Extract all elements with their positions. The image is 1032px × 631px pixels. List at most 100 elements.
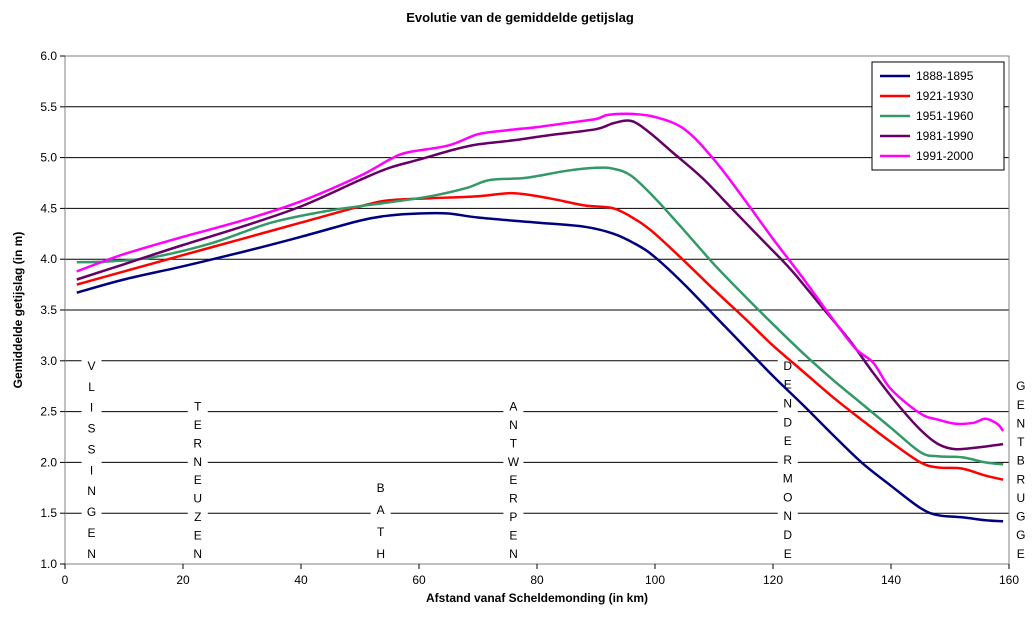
place-label-letter: O	[783, 490, 792, 504]
place-label-letter: B	[377, 481, 385, 495]
place-label-letter: E	[1017, 398, 1025, 412]
legend-label: 1991-2000	[916, 149, 974, 163]
place-label-letter: N	[193, 455, 202, 469]
series-line-1981-1990	[76, 119, 1004, 451]
place-label-letter: E	[784, 434, 792, 448]
place-label-letter: G	[1016, 379, 1025, 393]
legend-label: 1951-1960	[916, 109, 974, 123]
place-label-letter: T	[377, 525, 385, 539]
x-tick-label: 20	[176, 573, 190, 587]
place-label-letter: S	[88, 422, 96, 436]
place-label-letter: T	[1017, 435, 1025, 449]
place-label-letter: N	[1016, 416, 1025, 430]
x-tick-label: 80	[530, 573, 544, 587]
series-line-1921-1930	[76, 191, 1004, 481]
place-label-letter: E	[784, 378, 792, 392]
y-tick-label: 2.5	[40, 405, 57, 419]
legend-label: 1888-1895	[916, 69, 974, 83]
place-label-letter: E	[194, 528, 202, 542]
place-label-letter: E	[784, 547, 792, 561]
series-lines	[76, 112, 1005, 523]
place-label-letter: G	[1016, 528, 1025, 542]
place-label-letter: R	[783, 453, 792, 467]
series-line-1951-1960	[76, 166, 1004, 466]
place-label-letter: H	[376, 547, 385, 561]
y-tick-label: 4.0	[40, 252, 57, 266]
x-tick-label: 140	[881, 573, 901, 587]
x-axis-ticks: 0 20 40 60 80 100 120 140 160	[62, 564, 1019, 587]
place-label-letter: R	[193, 436, 202, 450]
place-label-background	[777, 353, 798, 558]
x-tick-label: 0	[62, 573, 69, 587]
place-label-letter: N	[509, 547, 518, 561]
place-label-letter: T	[194, 400, 202, 414]
series-line-1991-2000	[76, 112, 1005, 432]
legend: 1888-1895 1921-1930 1951-1960 1981-1990 1991…	[871, 61, 1005, 171]
y-axis-ticks: 1.0 1.5 2.0 2.5 3.0 3.5 4.0 4.5 5.0 5.5 6.0	[40, 49, 65, 571]
series-line-1888-1895	[76, 211, 1004, 523]
legend-label: 1981-1990	[916, 129, 974, 143]
place-label-letter: A	[509, 400, 517, 414]
place-label-letter: R	[509, 492, 518, 506]
place-label-letter: E	[1017, 547, 1025, 561]
place-label-letter: N	[783, 396, 792, 410]
legend-label: 1921-1930	[916, 89, 974, 103]
place-label-letter: N	[509, 418, 518, 432]
chart-title: Evolutie van de gemiddelde getijslag	[406, 10, 634, 25]
place-label-letter: E	[509, 528, 517, 542]
place-label-letter: U	[193, 492, 202, 506]
y-tick-label: 1.5	[40, 506, 57, 520]
place-label-letter: T	[510, 436, 518, 450]
place-label-letter: W	[508, 455, 520, 469]
y-tick-label: 4.5	[40, 201, 57, 215]
place-label-letter: V	[88, 359, 96, 373]
place-label-letter: E	[88, 526, 96, 540]
place-label-letter: N	[193, 547, 202, 561]
place-label-letter: Z	[194, 510, 201, 524]
place-label-letter: E	[194, 473, 202, 487]
place-labels: VLISSINGENTERNEUZENBATHANTWERPENDENDERMO…	[81, 353, 1031, 561]
place-label-letter: N	[783, 509, 792, 523]
place-label-letter: A	[377, 503, 385, 517]
place-label-letter: D	[783, 528, 792, 542]
place-label-letter: L	[88, 380, 95, 394]
place-label-letter: I	[90, 401, 93, 415]
place-label-letter: U	[1016, 491, 1025, 505]
place-label-background	[81, 353, 102, 558]
place-label-letter: E	[509, 473, 517, 487]
place-label-letter: D	[783, 415, 792, 429]
y-tick-label: 1.0	[40, 557, 57, 571]
gridlines	[65, 106, 1009, 514]
x-tick-label: 100	[645, 573, 665, 587]
place-label-letter: E	[194, 418, 202, 432]
place-label-letter: B	[1017, 454, 1025, 468]
place-label-letter: S	[88, 442, 96, 456]
x-tick-label: 120	[763, 573, 783, 587]
place-label-background	[503, 394, 524, 558]
y-tick-label: 5.0	[40, 151, 57, 165]
place-label-letter: N	[87, 484, 96, 498]
x-tick-label: 60	[412, 573, 426, 587]
place-label-letter: G	[87, 505, 96, 519]
place-label-letter: I	[90, 463, 93, 477]
place-label-letter: P	[509, 510, 517, 524]
y-axis-title: Gemiddelde getijslag (in m)	[11, 232, 25, 389]
place-label-letter: G	[1016, 510, 1025, 524]
place-label-letter: N	[87, 547, 96, 561]
place-label-letter: R	[1016, 472, 1025, 486]
place-label-letter: D	[783, 359, 792, 373]
x-tick-label: 160	[999, 573, 1019, 587]
y-tick-label: 3.5	[40, 303, 57, 317]
x-tick-label: 40	[294, 573, 308, 587]
y-tick-label: 5.5	[40, 100, 57, 114]
y-tick-label: 6.0	[40, 49, 57, 63]
place-label-background	[370, 475, 391, 558]
place-label-background	[1010, 374, 1031, 558]
